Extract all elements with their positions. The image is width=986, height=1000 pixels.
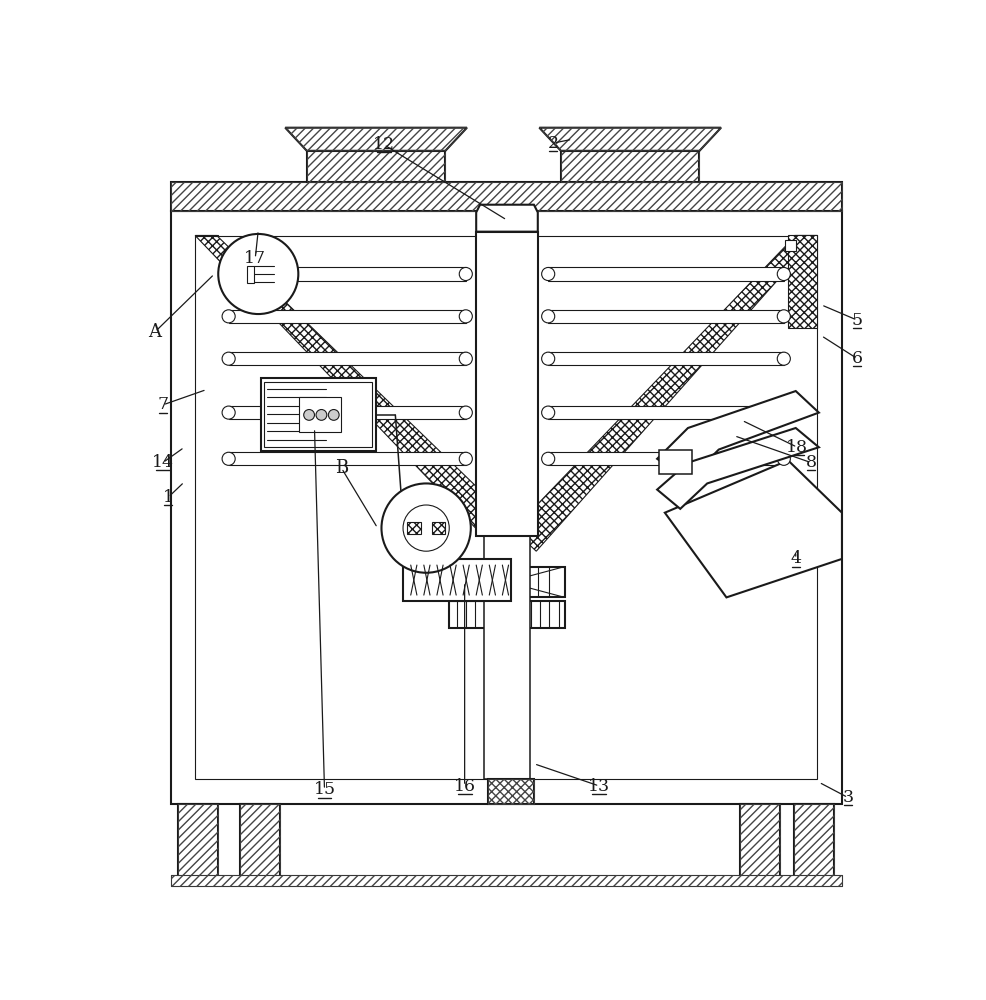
Bar (240, 804, 280, 877)
Text: 8: 8 (805, 454, 815, 471)
Circle shape (458, 452, 472, 465)
Bar (246, 266, 254, 283)
Bar (483, 536, 529, 779)
Bar (560, 151, 699, 182)
Circle shape (458, 406, 472, 419)
Bar (264, 382, 372, 447)
Polygon shape (475, 205, 537, 232)
Circle shape (777, 310, 790, 323)
Bar (784, 240, 795, 251)
Bar (547, 452, 783, 465)
Text: 17: 17 (244, 250, 266, 267)
Bar (171, 182, 841, 211)
Text: A: A (149, 323, 162, 341)
Polygon shape (513, 235, 816, 551)
Circle shape (222, 352, 235, 365)
Bar (195, 235, 816, 779)
Circle shape (541, 406, 554, 419)
Bar (229, 310, 465, 323)
Text: 6: 6 (851, 350, 862, 367)
Polygon shape (657, 428, 818, 509)
Bar (260, 378, 376, 451)
Bar (794, 804, 833, 877)
Text: 4: 4 (790, 550, 801, 567)
Bar (547, 310, 783, 323)
Circle shape (541, 267, 554, 281)
Bar (178, 804, 218, 877)
Polygon shape (195, 235, 521, 551)
Bar (659, 450, 691, 474)
Bar (794, 804, 833, 877)
Bar (229, 267, 465, 281)
Text: 16: 16 (454, 778, 475, 795)
Circle shape (316, 410, 326, 420)
Bar (307, 151, 445, 182)
Text: 18: 18 (786, 439, 808, 456)
Circle shape (382, 483, 470, 573)
Text: B: B (334, 459, 348, 477)
Text: 12: 12 (373, 136, 394, 153)
Bar (449, 601, 564, 628)
Bar (402, 559, 511, 601)
Circle shape (218, 234, 298, 314)
Circle shape (541, 352, 554, 365)
Bar (406, 522, 420, 534)
Circle shape (304, 410, 315, 420)
Circle shape (541, 452, 554, 465)
Bar (449, 567, 564, 597)
Bar (816, 211, 841, 804)
Bar (171, 211, 195, 804)
Circle shape (458, 352, 472, 365)
Circle shape (541, 310, 554, 323)
Bar (229, 352, 465, 365)
Circle shape (222, 452, 235, 465)
Bar (547, 352, 783, 365)
Text: 15: 15 (314, 781, 335, 798)
Bar (787, 235, 816, 328)
Bar (229, 452, 465, 465)
Text: 7: 7 (157, 396, 169, 413)
Bar (171, 211, 841, 235)
Bar (740, 804, 780, 877)
Circle shape (222, 267, 235, 281)
Circle shape (777, 406, 790, 419)
Polygon shape (285, 128, 466, 151)
Text: 1: 1 (163, 489, 174, 506)
Bar (171, 875, 841, 886)
Bar (560, 151, 699, 182)
Circle shape (777, 267, 790, 281)
Polygon shape (665, 460, 841, 597)
Bar (171, 875, 841, 886)
Bar (178, 804, 218, 877)
Text: 2: 2 (547, 135, 558, 152)
Circle shape (222, 406, 235, 419)
Bar (487, 779, 533, 804)
Bar (431, 522, 445, 534)
Bar (307, 151, 445, 182)
Circle shape (777, 452, 790, 465)
Text: 3: 3 (842, 789, 853, 806)
Bar (547, 406, 783, 419)
Circle shape (402, 505, 449, 551)
Bar (171, 779, 841, 804)
Bar (299, 397, 341, 432)
Bar (171, 211, 841, 804)
Circle shape (222, 310, 235, 323)
Bar (229, 406, 465, 419)
Circle shape (458, 267, 472, 281)
Text: 13: 13 (588, 778, 609, 795)
Polygon shape (538, 128, 721, 151)
Text: 14: 14 (152, 454, 174, 471)
Bar (240, 804, 280, 877)
Bar (475, 232, 537, 536)
Circle shape (777, 352, 790, 365)
Bar (740, 804, 780, 877)
Circle shape (458, 310, 472, 323)
Bar (547, 267, 783, 281)
Bar (171, 182, 841, 211)
Polygon shape (657, 391, 818, 480)
Text: 5: 5 (851, 312, 862, 329)
Circle shape (328, 410, 339, 420)
Bar (487, 779, 533, 804)
